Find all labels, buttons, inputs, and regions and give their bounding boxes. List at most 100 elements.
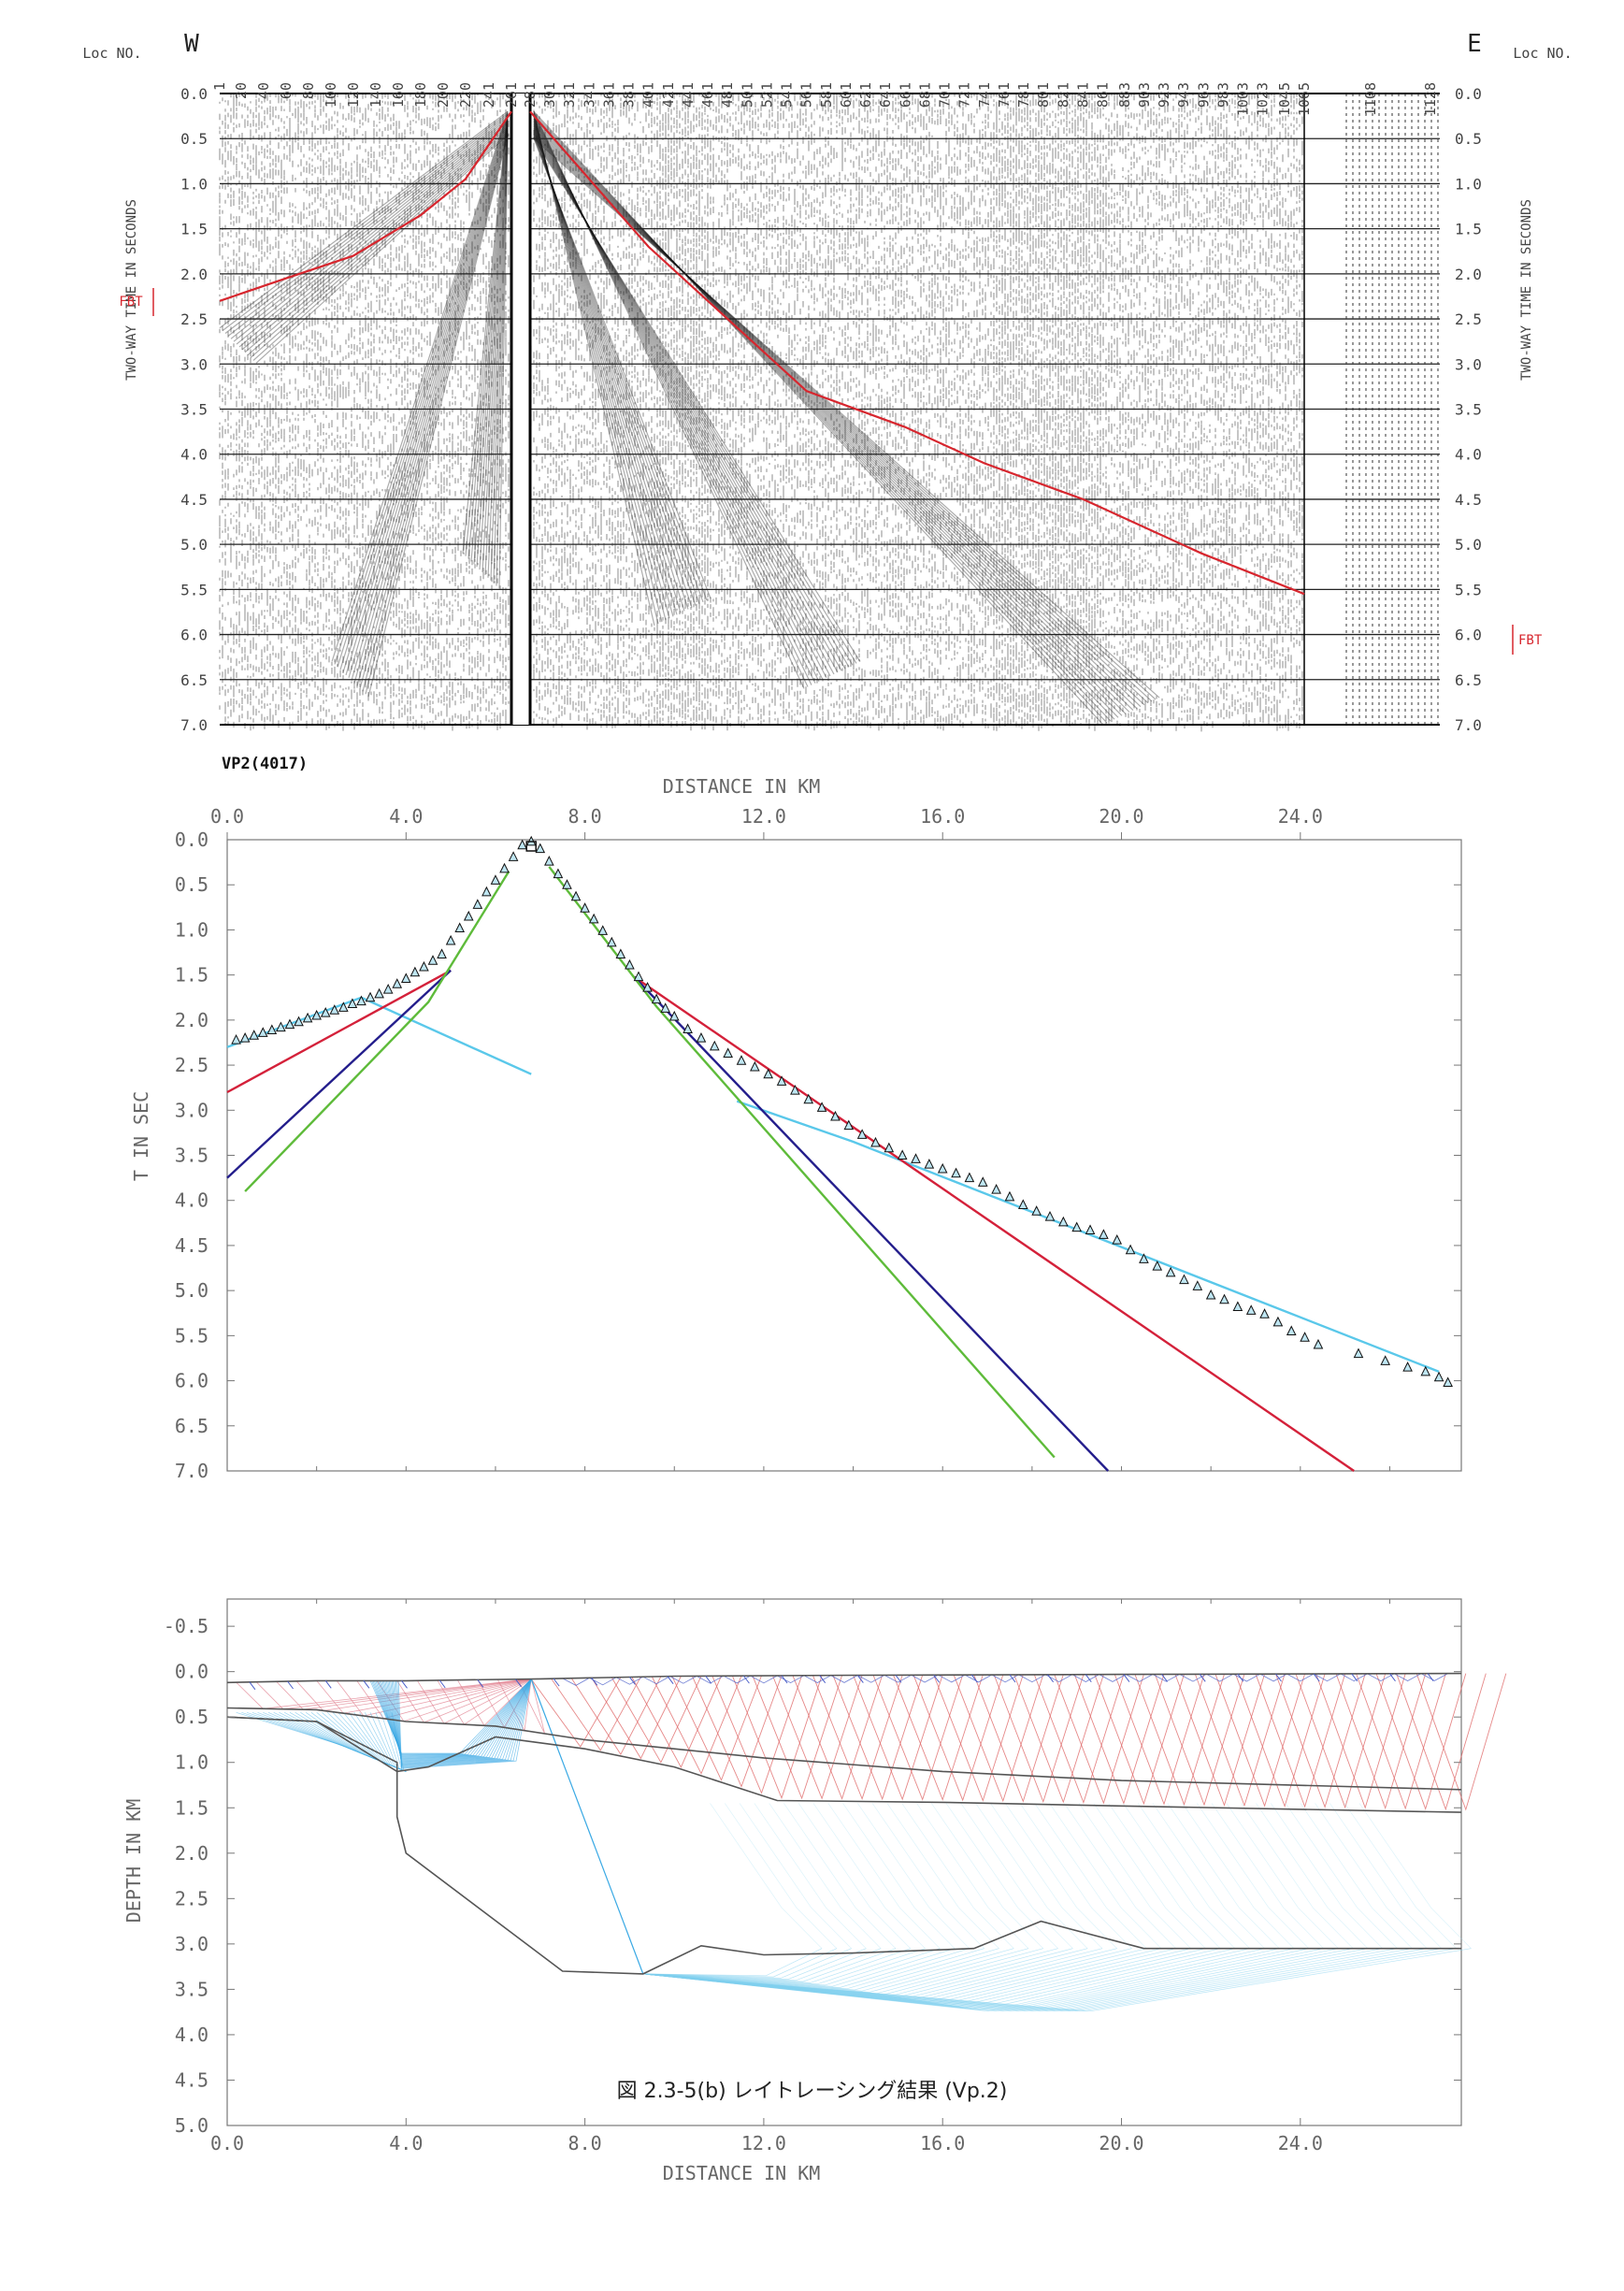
ray-path <box>387 1679 532 1764</box>
observed-pick <box>445 934 456 945</box>
arrival-streak-west <box>496 133 509 586</box>
arrival-streak-west <box>353 125 509 684</box>
loc-number-label: 761 <box>996 82 1013 108</box>
receiver-mark <box>1237 1673 1244 1682</box>
y-tick-label: 1.0 <box>175 1751 208 1774</box>
receiver-mark <box>970 1674 978 1683</box>
observed-pick <box>615 948 626 958</box>
arrival-streak-east <box>533 135 704 603</box>
receiver-mark <box>629 1677 636 1685</box>
arrival-streak-east <box>533 137 861 662</box>
observed-pick <box>1402 1361 1413 1372</box>
loc-number-label: 220 <box>457 82 474 108</box>
loc-number-label: 140 <box>367 82 384 108</box>
arrival-streak-west <box>473 118 509 565</box>
ray-path <box>1394 1673 1422 1681</box>
ray-path <box>1054 1674 1144 1805</box>
observed-pick <box>249 1030 260 1040</box>
ray-path <box>615 1676 643 1685</box>
observed-pick <box>553 868 564 879</box>
loc-number-label: 180 <box>412 82 429 108</box>
observed-pick <box>1112 1234 1123 1245</box>
time-tick-right: 2.0 <box>1455 266 1482 283</box>
observed-pick <box>830 1110 841 1121</box>
loc-number-label: 923 <box>1156 82 1172 108</box>
arrival-streak-east <box>533 131 846 670</box>
arrival-streak-west <box>465 113 509 556</box>
loc-number-label: 1065 <box>1296 82 1313 116</box>
observed-pick <box>897 1149 908 1160</box>
ray-path <box>369 1679 532 1754</box>
layer-boundary <box>226 1707 1462 1791</box>
ray-path <box>1300 1803 1413 1949</box>
observed-pick <box>1272 1316 1284 1327</box>
ray-path <box>857 1675 885 1683</box>
arrival-streak-west <box>342 118 509 673</box>
observed-pick <box>625 958 635 970</box>
ray-path <box>752 1675 843 1800</box>
ray-path <box>710 1803 823 1949</box>
ray-path <box>945 1803 1058 1949</box>
receiver-mark <box>819 1675 826 1684</box>
arrival-streak-east <box>533 112 1108 724</box>
layer-boundary <box>226 1672 1462 1684</box>
loc-number-label: 681 <box>916 82 933 108</box>
y-tick-label: 2.0 <box>175 1009 208 1031</box>
observed-pick <box>329 1004 340 1015</box>
ray-path <box>1099 1674 1127 1682</box>
observed-pick <box>696 1032 707 1043</box>
loc-number-label: 943 <box>1175 82 1192 108</box>
x-tick-label: 4.0 <box>389 2132 423 2154</box>
figure-caption: 図 2.3-5(b) レイトレーシング結果 (Vp.2) <box>616 2080 1008 2103</box>
observed-pick <box>1300 1332 1310 1342</box>
arrival-streak-east <box>533 118 670 619</box>
loc-number-label: 281 <box>522 82 539 108</box>
loc-number-label: 1128 <box>1422 82 1439 116</box>
receiver-mark <box>856 1675 864 1683</box>
ray-path <box>1137 1803 1251 1949</box>
raytracing-depth-panel: 0.0 4.0 8.0 12.0 16.0 20.0 24.0 -0.5 0.0 0.5 1.0 1.… <box>122 1598 1507 2184</box>
arrival-streak-east <box>533 129 693 608</box>
ray-path <box>901 1803 1014 1949</box>
ray-path <box>397 1679 532 1769</box>
loc-number-label: 321 <box>561 82 578 108</box>
loc-number-label: 20 <box>233 82 250 99</box>
loc-number-label: 861 <box>1095 82 1112 108</box>
traveltime-curve <box>633 975 1110 1472</box>
traveltime-curve <box>226 969 452 1179</box>
fbt-label-right: FBT <box>1518 633 1543 648</box>
ray-path <box>1226 1803 1339 1949</box>
time-tick-left: 3.5 <box>180 401 208 419</box>
arrival-streak-west <box>236 122 509 345</box>
y-axis-label: T IN SEC <box>130 1091 152 1181</box>
arrival-streak-east <box>533 137 1160 699</box>
y-tick-label: 2.5 <box>175 1887 208 1909</box>
loc-number-label: 641 <box>877 82 894 108</box>
ray-path <box>570 1676 662 1755</box>
loc-number-label: 501 <box>739 82 755 108</box>
observed-pick <box>356 995 366 1006</box>
observed-pick <box>1139 1253 1149 1263</box>
observed-pick <box>660 1002 671 1013</box>
x-tick-label: 8.0 <box>568 2132 602 2154</box>
ray-path <box>1416 1673 1507 1811</box>
ray-path <box>371 1679 532 1755</box>
ray-path <box>396 1679 532 1768</box>
receiver-mark <box>1313 1673 1320 1682</box>
arrival-streak-east <box>533 125 835 675</box>
x-axis-label: DISTANCE IN KM <box>663 775 821 798</box>
arrival-streak-east <box>533 120 674 617</box>
ray-path <box>931 1803 1044 1949</box>
arrival-streak-east <box>533 116 1115 720</box>
ray-path <box>1073 1674 1165 1805</box>
receiver-mark <box>1085 1674 1092 1682</box>
observed-pick <box>1004 1190 1015 1202</box>
ray-path <box>1114 1674 1205 1806</box>
observed-pick <box>427 955 438 965</box>
observed-pick <box>642 982 653 992</box>
arrival-streak-west <box>255 134 509 364</box>
observed-pick <box>535 843 546 854</box>
ray-path <box>933 1674 1024 1802</box>
time-tick-left: 6.0 <box>180 627 208 644</box>
loc-number-label: 821 <box>1055 82 1071 108</box>
